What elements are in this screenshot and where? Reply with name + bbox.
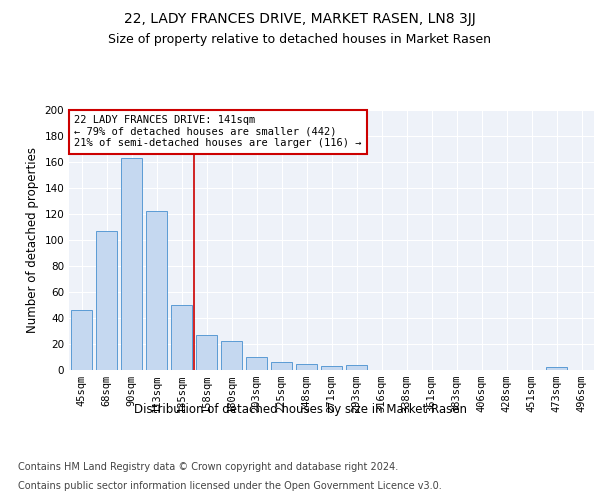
Bar — [321, 366, 342, 370]
Text: Size of property relative to detached houses in Market Rasen: Size of property relative to detached ho… — [109, 32, 491, 46]
Bar — [171, 305, 192, 370]
Y-axis label: Number of detached properties: Number of detached properties — [26, 147, 39, 333]
Text: 22 LADY FRANCES DRIVE: 141sqm
← 79% of detached houses are smaller (442)
21% of : 22 LADY FRANCES DRIVE: 141sqm ← 79% of d… — [74, 115, 361, 148]
Text: 22, LADY FRANCES DRIVE, MARKET RASEN, LN8 3JJ: 22, LADY FRANCES DRIVE, MARKET RASEN, LN… — [124, 12, 476, 26]
Bar — [346, 365, 367, 370]
Bar — [121, 158, 142, 370]
Bar — [221, 342, 242, 370]
Bar — [146, 212, 167, 370]
Text: Contains public sector information licensed under the Open Government Licence v3: Contains public sector information licen… — [18, 481, 442, 491]
Bar — [546, 368, 567, 370]
Bar — [296, 364, 317, 370]
Text: Contains HM Land Registry data © Crown copyright and database right 2024.: Contains HM Land Registry data © Crown c… — [18, 462, 398, 472]
Text: Distribution of detached houses by size in Market Rasen: Distribution of detached houses by size … — [133, 402, 467, 415]
Bar — [96, 231, 117, 370]
Bar — [246, 357, 267, 370]
Bar — [71, 310, 92, 370]
Bar — [271, 362, 292, 370]
Bar — [196, 335, 217, 370]
